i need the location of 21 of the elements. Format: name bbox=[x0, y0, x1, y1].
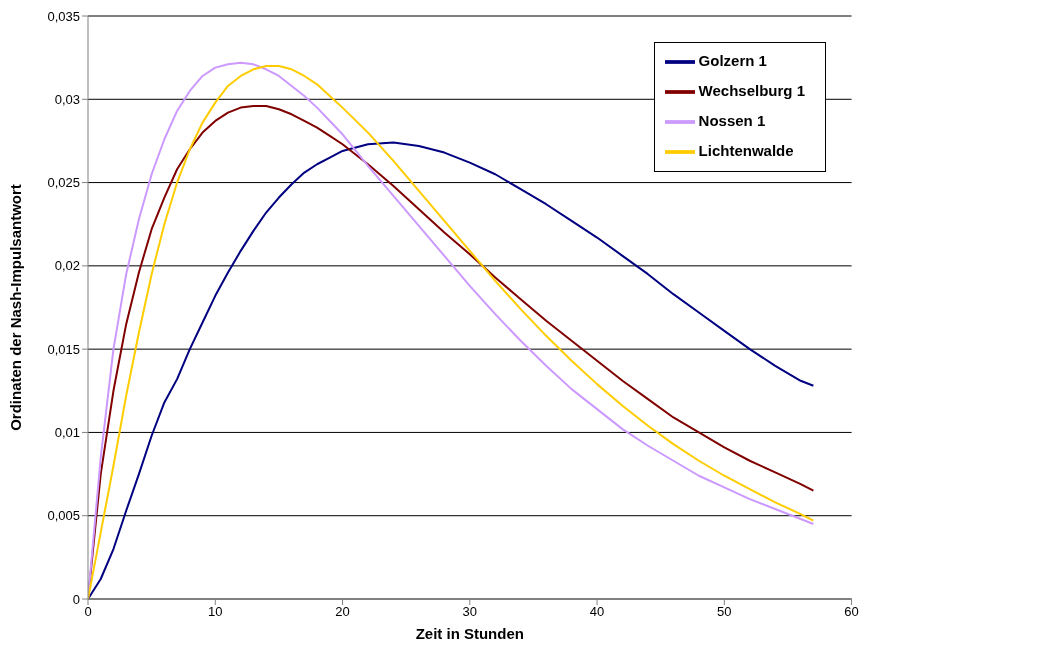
y-axis-title: Ordinaten der Nash-Impulsantwort bbox=[7, 184, 25, 431]
y-tick-label: 0,02 bbox=[54, 258, 80, 274]
y-tick-label: 0,035 bbox=[47, 8, 80, 24]
x-tick-label: 30 bbox=[462, 604, 478, 620]
x-axis-title: Zeit in Stunden bbox=[415, 625, 524, 642]
y-tick-label: 0,015 bbox=[47, 341, 80, 357]
x-tick-label: 20 bbox=[335, 604, 350, 620]
legend-label: Nossen 1 bbox=[698, 111, 766, 129]
y-tick-label: 0,005 bbox=[47, 508, 80, 524]
x-tick-label: 10 bbox=[208, 604, 223, 620]
x-tick-label: 40 bbox=[589, 604, 605, 620]
y-tick-label: 0,025 bbox=[47, 175, 80, 191]
y-tick-label: 0 bbox=[72, 591, 80, 607]
x-tick-label: 0 bbox=[84, 604, 92, 620]
legend-label: Golzern 1 bbox=[698, 51, 767, 69]
x-tick-label: 50 bbox=[717, 604, 732, 620]
y-tick-label: 0,03 bbox=[54, 91, 80, 107]
legend-label: Lichtenwalde bbox=[698, 141, 794, 159]
legend-label: Wechselburg 1 bbox=[698, 81, 805, 99]
x-tick-label: 60 bbox=[844, 604, 859, 620]
y-tick-label: 0,01 bbox=[54, 425, 80, 441]
